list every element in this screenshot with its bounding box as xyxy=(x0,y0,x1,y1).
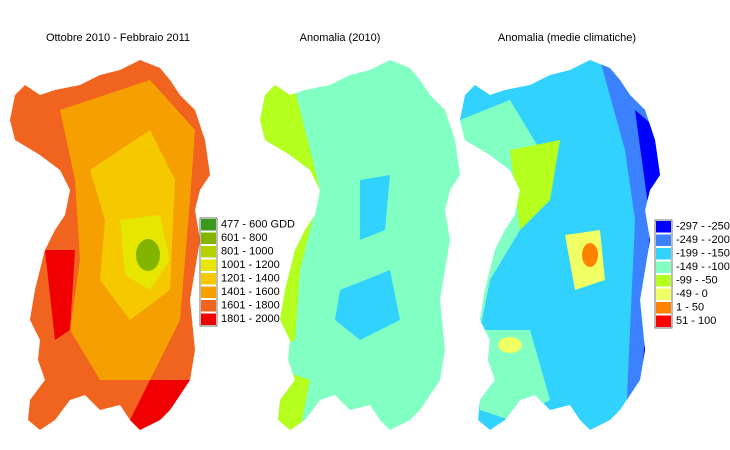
legend-label: 1601 - 1800 xyxy=(221,300,280,312)
map-anomaly-2010 xyxy=(260,60,460,430)
legend-swatch xyxy=(201,246,216,258)
legend-swatch xyxy=(656,248,671,260)
legend-label: -99 - -50 xyxy=(676,275,718,287)
legend-label: -297 - -250 xyxy=(676,221,730,233)
legend-frame xyxy=(199,217,218,327)
legend-swatch xyxy=(656,275,671,287)
legend-label: -199 - -150 xyxy=(676,248,730,260)
legend-label: 801 - 1000 xyxy=(221,246,274,258)
legend-label: 1201 - 1400 xyxy=(221,273,280,285)
legend-swatch xyxy=(656,288,671,300)
map-gdd xyxy=(10,60,210,430)
legend-swatch xyxy=(656,221,671,233)
legend-label: 477 - 600 GDD xyxy=(221,219,295,231)
legend-swatch xyxy=(201,259,216,271)
legend-swatch xyxy=(656,261,671,273)
legend-label: 1001 - 1200 xyxy=(221,259,280,271)
legend-swatch xyxy=(201,313,216,325)
map-title: Ottobre 2010 - Febbraio 2011 xyxy=(46,32,190,44)
legend-swatch xyxy=(201,300,216,312)
legend-label: 51 - 100 xyxy=(676,315,716,327)
legend-label: 1401 - 1600 xyxy=(221,286,280,298)
map-title: Anomalia (2010) xyxy=(300,32,381,44)
legend-label: -49 - 0 xyxy=(676,288,708,300)
map-anomaly-climate xyxy=(460,60,660,430)
map-title: Anomalia (medie climatiche) xyxy=(498,32,636,44)
legend-label: 1 - 50 xyxy=(676,302,704,314)
legend-swatch xyxy=(201,273,216,285)
legend-frame xyxy=(654,219,673,329)
legend-label: 1801 - 2000 xyxy=(221,313,280,325)
legend-swatch xyxy=(656,315,671,327)
legend-swatch xyxy=(656,234,671,246)
legend-label: -249 - -200 xyxy=(676,234,730,246)
legend-swatch xyxy=(201,232,216,244)
legend-swatch xyxy=(656,302,671,314)
legend-label: 601 - 800 xyxy=(221,232,267,244)
legend-label: -149 - -100 xyxy=(676,261,730,273)
legend-swatch xyxy=(201,219,216,231)
legend-swatch xyxy=(201,286,216,298)
